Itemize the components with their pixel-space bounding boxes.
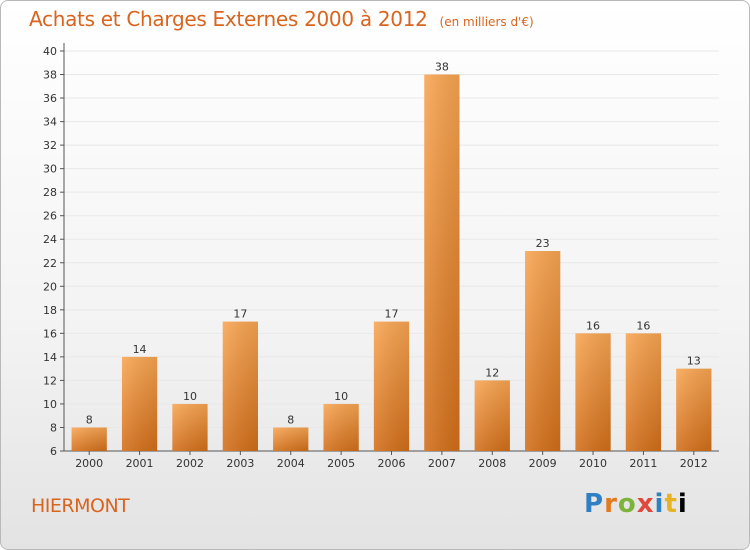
bar-shade-2007	[424, 74, 460, 451]
y-tick-label: 32	[43, 139, 57, 152]
bar-shade-2005	[323, 403, 359, 451]
y-tick-label: 30	[43, 163, 57, 176]
x-tick-label-2001: 2001	[126, 457, 154, 470]
chart-subtitle: (en milliers d'€)	[439, 15, 534, 29]
y-tick-label: 10	[43, 398, 57, 411]
value-label-2002: 10	[183, 390, 197, 403]
value-label-2012: 13	[687, 355, 701, 368]
x-tick-label-2012: 2012	[680, 457, 708, 470]
x-tick-label-2002: 2002	[176, 457, 204, 470]
x-tick-label-2004: 2004	[277, 457, 305, 470]
town-name: HIERMONT	[31, 495, 130, 517]
y-tick-label: 20	[43, 280, 57, 293]
x-tick-label-2007: 2007	[428, 457, 456, 470]
logo-letter: i	[654, 489, 665, 519]
logo-letter: o	[617, 489, 637, 519]
y-tick-label: 36	[43, 92, 57, 105]
x-tick-label-2011: 2011	[629, 457, 657, 470]
logo-letter: t	[664, 489, 678, 519]
y-tick-label: 14	[43, 351, 57, 364]
value-label-2004: 8	[287, 413, 294, 426]
value-label-2003: 17	[233, 308, 247, 321]
logo-letter: i	[677, 489, 688, 519]
y-tick-label: 38	[43, 69, 57, 82]
bar-shade-2006	[373, 321, 410, 451]
x-tick-label-2008: 2008	[478, 457, 506, 470]
x-tick-label-2005: 2005	[327, 457, 355, 470]
value-label-2011: 16	[636, 319, 650, 332]
value-label-2008: 12	[485, 366, 499, 379]
y-tick-label: 6	[50, 445, 57, 458]
y-tick-label: 40	[43, 45, 57, 58]
value-label-2006: 17	[385, 308, 399, 321]
x-tick-label-2009: 2009	[529, 457, 557, 470]
x-tick-label-2003: 2003	[226, 457, 254, 470]
logo-letter: r	[604, 489, 618, 519]
value-label-2001: 14	[133, 343, 147, 356]
y-tick-label: 22	[43, 257, 57, 270]
y-tick-label: 26	[43, 210, 57, 223]
y-tick-label: 24	[43, 233, 57, 246]
bar-shade-2000	[71, 427, 107, 451]
x-tick-label-2010: 2010	[579, 457, 607, 470]
bar-shade-2008	[474, 380, 510, 451]
y-tick-label: 34	[43, 116, 57, 129]
logo-letter: x	[636, 489, 655, 519]
chart-title: Achats et Charges Externes 2000 à 2012 (e…	[29, 7, 534, 31]
value-label-2010: 16	[586, 319, 600, 332]
y-tick-label: 28	[43, 186, 57, 199]
y-tick-label: 12	[43, 374, 57, 387]
y-tick-label: 16	[43, 327, 57, 340]
bar-shade-2004	[273, 427, 309, 451]
bar-shade-2001	[121, 356, 158, 451]
bar-shade-2002	[172, 403, 208, 451]
bar-shade-2010	[575, 333, 611, 451]
x-tick-label-2006: 2006	[378, 457, 406, 470]
value-label-2000: 8	[86, 413, 93, 426]
logo-letter: P	[584, 489, 605, 519]
bar-shade-2012	[676, 368, 712, 451]
bars	[71, 74, 712, 451]
proxiti-logo: Proxiti	[584, 489, 688, 519]
value-label-2007: 38	[435, 61, 449, 74]
bar-shade-2011	[625, 333, 662, 451]
y-tick-label: 18	[43, 304, 57, 317]
chart-title-text: Achats et Charges Externes 2000 à 2012	[29, 7, 428, 31]
bar-shade-2003	[222, 321, 258, 451]
bar-shade-2009	[525, 251, 561, 451]
y-tick-label: 8	[50, 421, 57, 434]
value-label-2009: 23	[536, 237, 550, 250]
x-tick-label-2000: 2000	[75, 457, 103, 470]
labels: 6 8 10 12 14 16 18 20 22 24 26 28 30 32 34 36 38 40 8 2000 1…	[43, 45, 708, 470]
value-label-2005: 10	[334, 390, 348, 403]
